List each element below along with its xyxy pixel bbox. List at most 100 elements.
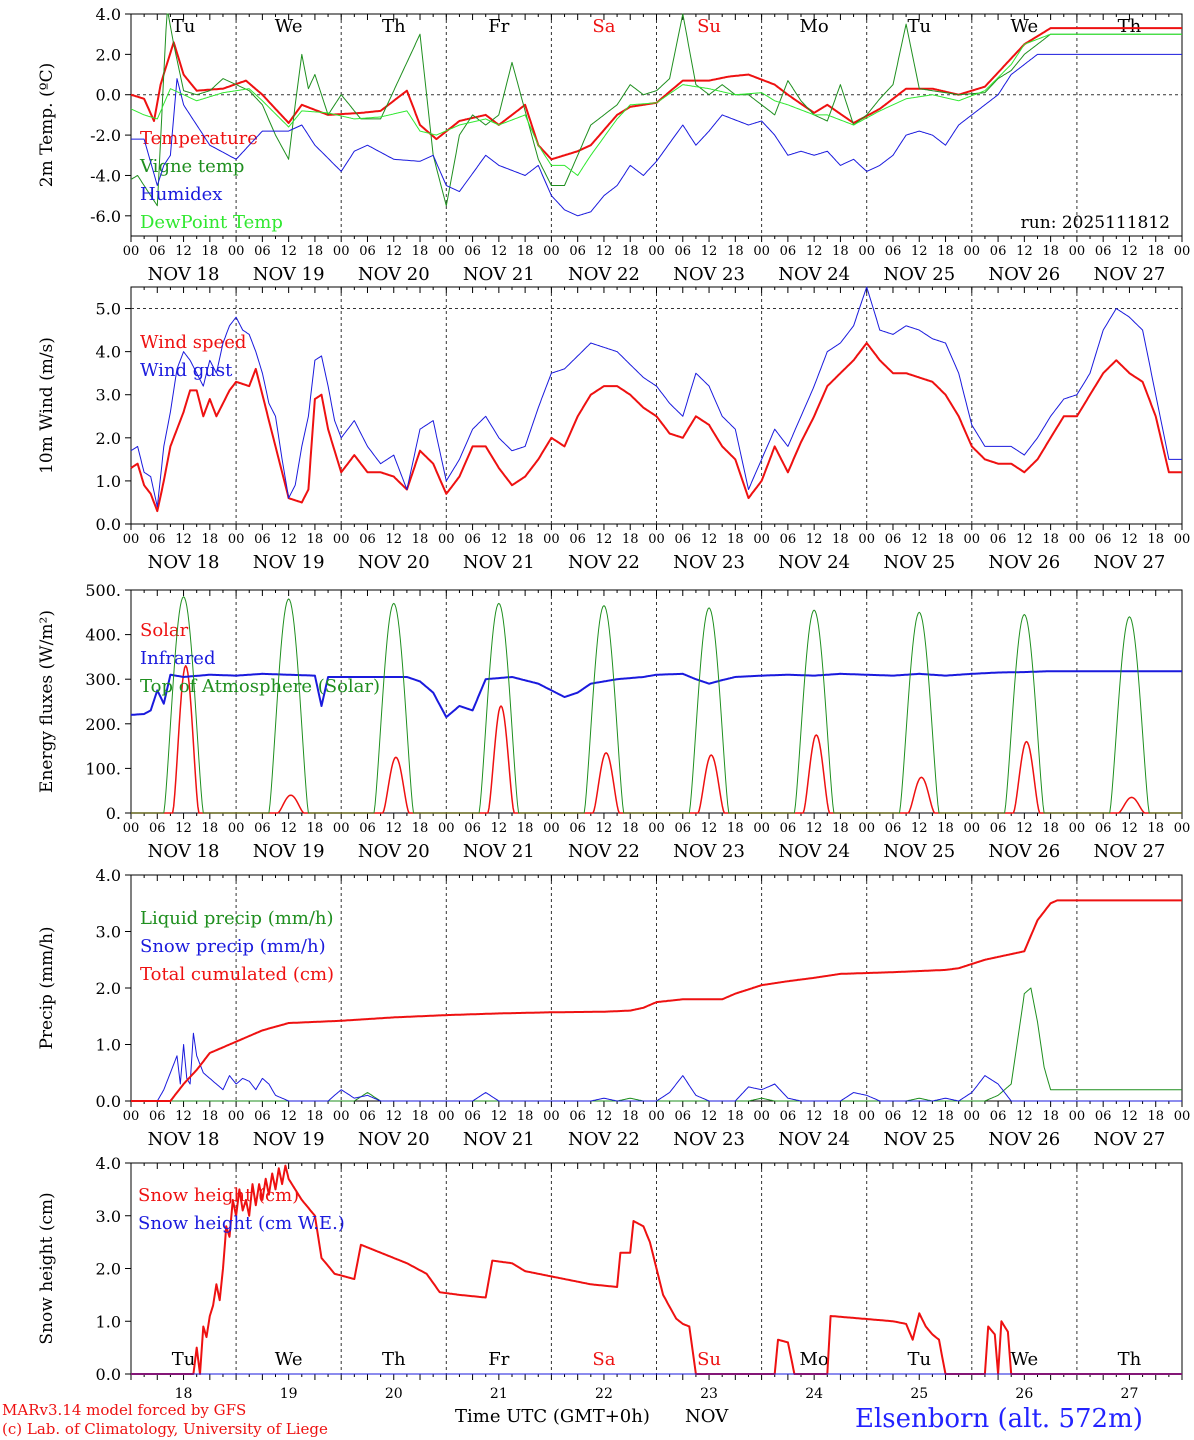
legend-solar: Solar (140, 620, 189, 641)
day-number: 21 (490, 1386, 508, 1402)
y-tick-label: 0.0 (96, 515, 121, 534)
weekday-label: Fr (488, 1349, 509, 1370)
hour-label: 06 (464, 1109, 481, 1124)
weekday-label: Mo (800, 16, 829, 37)
day-label: NOV 23 (673, 264, 745, 285)
day-label: NOV 27 (1094, 1129, 1166, 1150)
day-label: NOV 21 (463, 264, 535, 285)
y-tick-label: 4.0 (96, 343, 121, 362)
hour-label: 18 (622, 821, 639, 836)
day-label: NOV 24 (778, 1129, 850, 1150)
hour-label: 06 (780, 244, 797, 259)
hour-label: 00 (858, 244, 875, 259)
hour-label: 18 (937, 1109, 954, 1124)
weekday-label: Tu (172, 1349, 196, 1370)
y-tick-label: 4.0 (96, 866, 121, 885)
hour-label: 18 (517, 532, 534, 547)
hour-label: 12 (911, 821, 928, 836)
hour-label: 18 (832, 244, 849, 259)
hour-label: 00 (228, 532, 245, 547)
day-label: NOV 18 (148, 841, 220, 862)
day-label: NOV 18 (148, 264, 220, 285)
series-line-humidex (131, 53, 1182, 217)
hour-label: 06 (780, 1109, 797, 1124)
y-tick-label: 0. (106, 804, 121, 823)
day-label: NOV 21 (463, 552, 535, 573)
series-line-total-cumulated-cm (131, 899, 1182, 1102)
day-label: NOV 22 (568, 1129, 640, 1150)
y-tick-label: 2.0 (96, 979, 121, 998)
day-number: 24 (805, 1386, 823, 1402)
series-line-dewpoint-temp (130, 33, 1182, 176)
hour-label: 06 (990, 821, 1007, 836)
hour-label: 18 (727, 821, 744, 836)
series-line-top-of-atmosphere-solar (131, 596, 1182, 814)
hour-label: 00 (438, 532, 455, 547)
hour-label: 18 (307, 244, 324, 259)
legend-snow-precip-mm-h: Snow precip (mm/h) (140, 936, 326, 957)
hour-label: 18 (937, 821, 954, 836)
day-label: NOV 27 (1094, 552, 1166, 573)
hour-label: 00 (648, 821, 665, 836)
day-label: NOV 20 (358, 1129, 430, 1150)
weekday-label: We (1011, 1349, 1039, 1370)
hour-label: 00 (333, 244, 350, 259)
day-label: NOV 21 (463, 1129, 535, 1150)
hour-label: 18 (517, 821, 534, 836)
hour-label: 06 (675, 1109, 692, 1124)
x-axis-label: Time UTC (GMT+0h) (455, 1406, 650, 1427)
day-label: NOV 26 (988, 841, 1060, 862)
hour-label: 12 (806, 532, 823, 547)
hour-label: 00 (1069, 821, 1086, 836)
weekday-label: Th (1118, 16, 1142, 37)
legend-snow-height-cm-w-e: Snow height (cm W.E.) (138, 1213, 345, 1234)
hour-label: 12 (806, 1109, 823, 1124)
day-label: NOV 26 (988, 264, 1060, 285)
hour-label: 06 (885, 821, 902, 836)
hour-label: 18 (622, 244, 639, 259)
y-tick-label: -4.0 (90, 166, 121, 185)
weekday-label: Sa (592, 16, 615, 37)
hour-label: 12 (175, 244, 192, 259)
series-line-snow-precip-mm-h (131, 1032, 1182, 1102)
hour-label: 18 (727, 532, 744, 547)
hour-label: 00 (438, 821, 455, 836)
y-tick-label: 1.0 (96, 1036, 121, 1055)
series-line-wind-speed (130, 342, 1182, 513)
weekday-label: Th (1118, 1349, 1142, 1370)
day-label: NOV 27 (1094, 841, 1166, 862)
hour-label: 12 (175, 1109, 192, 1124)
hour-label: 06 (1095, 1109, 1112, 1124)
day-number: 26 (1015, 1386, 1033, 1402)
hour-label: 12 (596, 1109, 613, 1124)
hour-label: 06 (675, 532, 692, 547)
hour-label: 00 (333, 821, 350, 836)
y-tick-label: 2.0 (96, 45, 121, 64)
hour-label: 06 (149, 532, 166, 547)
hour-label: 00 (123, 821, 140, 836)
y-tick-label: 2.0 (96, 429, 121, 448)
hour-label: 18 (412, 532, 429, 547)
y-tick-label: 0.0 (96, 86, 121, 105)
hour-label: 18 (307, 532, 324, 547)
hour-label: 00 (858, 532, 875, 547)
day-label: NOV 23 (673, 1129, 745, 1150)
legend-liquid-precip-mm-h: Liquid precip (mm/h) (140, 908, 334, 929)
hour-label: 18 (202, 821, 219, 836)
hour-label: 12 (1121, 821, 1138, 836)
y-axis-label: 2m Temp. (ºC) (37, 63, 57, 188)
hour-label: 00 (964, 1109, 981, 1124)
hour-label: 00 (543, 244, 560, 259)
hour-label: 00 (543, 821, 560, 836)
hour-label: 18 (622, 1109, 639, 1124)
weekday-label: Th (382, 1349, 406, 1370)
hour-label: 00 (753, 244, 770, 259)
hour-label: 12 (596, 244, 613, 259)
hour-label: 18 (202, 244, 219, 259)
hour-label: 00 (543, 532, 560, 547)
hour-label: 00 (228, 1109, 245, 1124)
hour-label: 12 (911, 244, 928, 259)
panel-frame-2 (130, 589, 1183, 814)
legend-infrared: Infrared (140, 648, 215, 669)
hour-label: 00 (1174, 821, 1191, 836)
